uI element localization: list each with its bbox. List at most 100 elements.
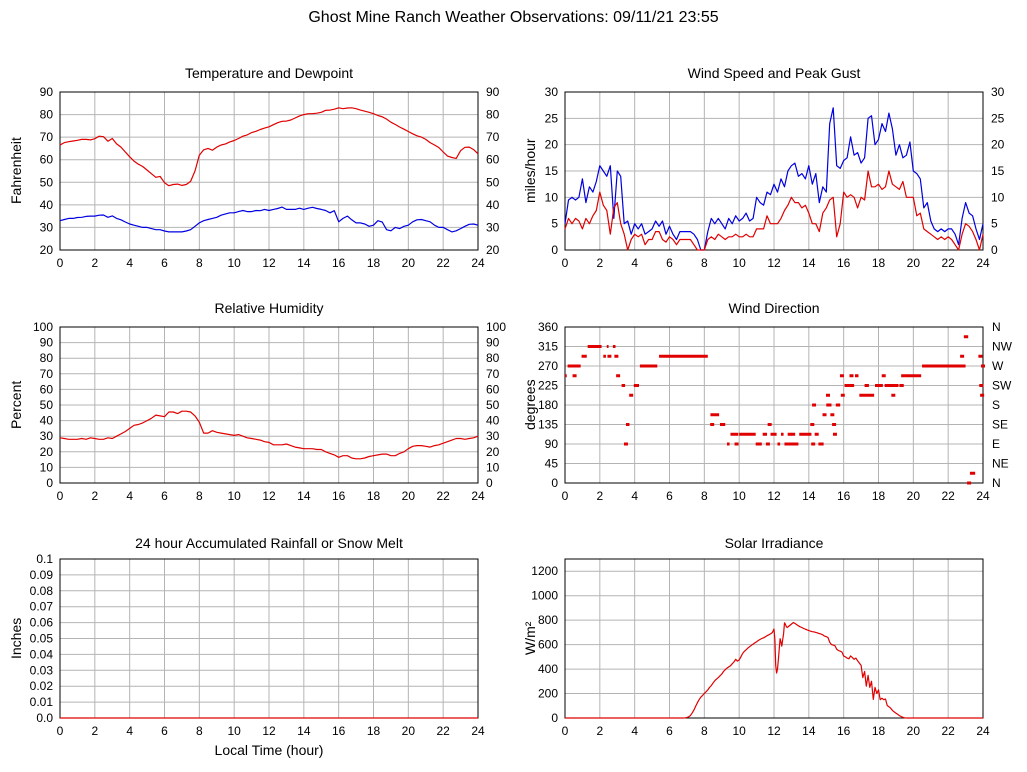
svg-text:10: 10 <box>732 256 746 270</box>
svg-text:30: 30 <box>486 220 500 234</box>
svg-text:20: 20 <box>402 724 416 738</box>
svg-text:0: 0 <box>486 476 493 490</box>
svg-text:0.02: 0.02 <box>30 679 54 693</box>
svg-text:8: 8 <box>701 256 708 270</box>
svg-text:20: 20 <box>486 243 500 257</box>
svg-text:6: 6 <box>666 724 673 738</box>
svg-text:0: 0 <box>991 243 998 257</box>
svg-text:2: 2 <box>596 256 603 270</box>
chart-title: Solar Irradiance <box>724 535 824 551</box>
svg-text:8: 8 <box>701 724 708 738</box>
svg-text:20: 20 <box>907 256 921 270</box>
svg-text:14: 14 <box>297 724 311 738</box>
svg-text:22: 22 <box>436 724 450 738</box>
svg-text:70: 70 <box>486 367 500 381</box>
svg-text:70: 70 <box>40 367 54 381</box>
svg-text:100: 100 <box>33 320 53 334</box>
svg-text:600: 600 <box>538 638 558 652</box>
svg-text:2: 2 <box>91 724 98 738</box>
svg-text:12: 12 <box>767 724 781 738</box>
svg-text:40: 40 <box>486 414 500 428</box>
svg-text:20: 20 <box>545 138 559 152</box>
svg-text:14: 14 <box>802 724 816 738</box>
svg-text:N: N <box>992 476 1001 490</box>
svg-text:50: 50 <box>486 398 500 412</box>
svg-text:0.01: 0.01 <box>30 695 54 709</box>
svg-text:0.1: 0.1 <box>36 552 53 566</box>
svg-text:20: 20 <box>907 724 921 738</box>
chart-temperature-dewpoint: Temperature and Dewpoint Fahrenheit 20 20… <box>0 50 513 285</box>
svg-text:18: 18 <box>367 256 381 270</box>
svg-text:2: 2 <box>596 724 603 738</box>
svg-text:24: 24 <box>471 256 485 270</box>
svg-text:135: 135 <box>538 418 558 432</box>
chart-title: Temperature and Dewpoint <box>184 65 354 81</box>
svg-text:22: 22 <box>436 489 450 503</box>
svg-text:S: S <box>992 398 1000 412</box>
svg-text:10: 10 <box>227 724 241 738</box>
svg-text:2: 2 <box>91 256 98 270</box>
svg-text:SE: SE <box>992 418 1008 432</box>
svg-text:0: 0 <box>562 724 569 738</box>
svg-text:50: 50 <box>486 175 500 189</box>
svg-text:12: 12 <box>767 256 781 270</box>
svg-text:14: 14 <box>802 256 816 270</box>
svg-text:6: 6 <box>161 489 168 503</box>
svg-text:12: 12 <box>262 489 276 503</box>
svg-text:12: 12 <box>262 256 276 270</box>
svg-text:NE: NE <box>992 457 1009 471</box>
svg-text:4: 4 <box>631 724 638 738</box>
svg-text:20: 20 <box>991 138 1005 152</box>
svg-text:W: W <box>992 359 1004 373</box>
svg-text:24: 24 <box>471 724 485 738</box>
svg-text:0.06: 0.06 <box>30 616 54 630</box>
svg-text:N: N <box>992 320 1001 334</box>
svg-text:20: 20 <box>40 445 54 459</box>
svg-text:6: 6 <box>161 724 168 738</box>
svg-text:15: 15 <box>545 164 559 178</box>
svg-text:10: 10 <box>732 724 746 738</box>
chart-wind-direction: Wind Direction degrees 0 N 45 NE 90 E 135 SE 180… <box>514 285 1027 520</box>
svg-text:60: 60 <box>486 382 500 396</box>
svg-text:0.08: 0.08 <box>30 584 54 598</box>
svg-text:5: 5 <box>551 217 558 231</box>
svg-text:90: 90 <box>486 336 500 350</box>
svg-text:0.09: 0.09 <box>30 568 54 582</box>
svg-text:18: 18 <box>872 724 886 738</box>
svg-text:4: 4 <box>631 256 638 270</box>
svg-text:10: 10 <box>227 256 241 270</box>
svg-text:25: 25 <box>545 111 559 125</box>
svg-text:24: 24 <box>471 489 485 503</box>
svg-text:80: 80 <box>486 108 500 122</box>
x-axis-label: Local Time (hour) <box>214 742 324 758</box>
svg-text:15: 15 <box>991 164 1005 178</box>
svg-text:90: 90 <box>40 336 54 350</box>
svg-text:30: 30 <box>40 429 54 443</box>
svg-text:6: 6 <box>666 256 673 270</box>
svg-text:18: 18 <box>872 256 886 270</box>
svg-text:4: 4 <box>126 724 133 738</box>
svg-text:0: 0 <box>57 256 64 270</box>
svg-text:0: 0 <box>551 243 558 257</box>
svg-text:20: 20 <box>402 489 416 503</box>
chart-title: Wind Direction <box>728 300 820 316</box>
svg-text:180: 180 <box>538 398 558 412</box>
svg-text:22: 22 <box>941 256 955 270</box>
svg-text:8: 8 <box>196 489 203 503</box>
svg-text:200: 200 <box>538 687 558 701</box>
svg-text:30: 30 <box>545 85 559 99</box>
plot-area: 0.0 0.01 0.02 0.03 0.040.05 0.06 0.07 0.08 0.09 0… <box>30 552 485 738</box>
svg-text:20: 20 <box>40 243 54 257</box>
svg-text:8: 8 <box>196 724 203 738</box>
svg-text:0: 0 <box>562 489 569 503</box>
svg-text:22: 22 <box>436 256 450 270</box>
svg-text:22: 22 <box>941 489 955 503</box>
svg-text:40: 40 <box>486 198 500 212</box>
svg-text:50: 50 <box>40 175 54 189</box>
